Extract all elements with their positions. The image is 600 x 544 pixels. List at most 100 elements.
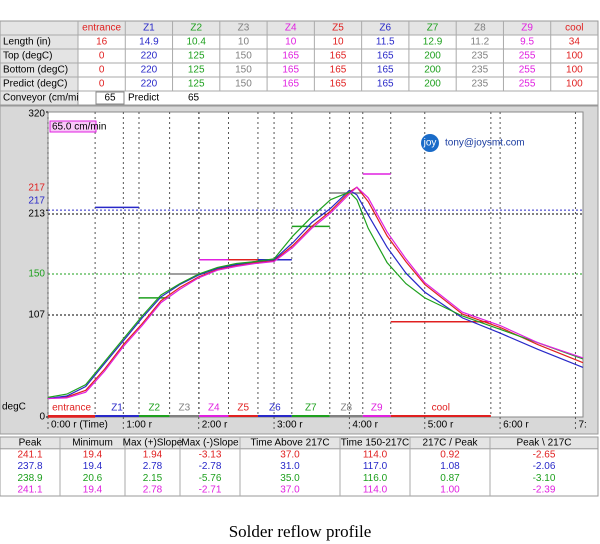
zone-cell: 34 (569, 37, 581, 48)
zone-cell: 125 (188, 51, 205, 62)
conveyor-value: 65 (104, 93, 116, 104)
stats-cell: 1.08 (440, 461, 460, 472)
zone-label: Z1 (111, 403, 123, 414)
x-tick-label: 1:00 r (126, 420, 152, 431)
conveyor-label: Conveyor (cm/mi (3, 93, 79, 104)
zone-header: Z6 (379, 23, 391, 34)
row-label: Bottom (degC) (3, 65, 68, 76)
zone-header: Z1 (143, 23, 155, 34)
zone-cell: 235 (471, 65, 488, 76)
row-label: Length (in) (3, 37, 51, 48)
zone-cell: 125 (188, 79, 205, 90)
zone-cell: 165 (377, 65, 394, 76)
zone-header: Z3 (238, 23, 250, 34)
stats-header: Time Above 217C (250, 438, 329, 449)
profile-curve (47, 191, 584, 398)
zone-label: cool (432, 403, 450, 414)
zone-cell: 150 (235, 79, 252, 90)
zone-header: Z2 (190, 23, 202, 34)
zone-cell: 100 (566, 65, 583, 76)
stats-cell: -2.39 (533, 485, 556, 496)
zone-cell: 14.9 (139, 37, 159, 48)
zone-cell: 12.9 (423, 37, 443, 48)
zone-header: Z4 (285, 23, 297, 34)
zone-cell: 10 (332, 37, 344, 48)
y-tick-label: 107 (28, 310, 45, 321)
zone-cell: 200 (424, 79, 441, 90)
zone-cell: 220 (141, 79, 158, 90)
stats-cell: 1.94 (143, 449, 163, 460)
zone-cell: 165 (282, 51, 299, 62)
stats-cell: -3.13 (199, 449, 222, 460)
zone-cell: 0 (99, 65, 105, 76)
zone-cell: 11.5 (376, 37, 395, 48)
zone-cell: 100 (566, 79, 583, 90)
zone-cell: 16 (96, 37, 108, 48)
zone-cell: 255 (519, 79, 536, 90)
zone-cell: 150 (235, 51, 252, 62)
speed-label: 65.0 cm/min (52, 122, 106, 133)
logo-text: joy (423, 138, 437, 149)
row-label: Top (degC) (3, 51, 52, 62)
zone-cell: 10.4 (186, 37, 206, 48)
predict-label: Predict (128, 93, 159, 104)
zone-cell: 165 (377, 51, 394, 62)
zone-cell: 10 (285, 37, 297, 48)
stats-header: 217C / Peak (422, 438, 478, 449)
profile-curve (47, 186, 584, 400)
conveyor-box (95, 91, 125, 105)
zone-cell: 255 (519, 65, 536, 76)
zone-label: Z6 (269, 403, 281, 414)
stats-cell: 116.0 (363, 473, 388, 484)
stats-cell: -2.65 (533, 449, 556, 460)
stats-header-bg (0, 436, 599, 450)
zone-cell: 235 (471, 51, 488, 62)
stats-header: Max (+)Slope (123, 438, 183, 449)
y-tick-label: 217 (28, 196, 45, 207)
zone-cell: 100 (566, 51, 583, 62)
zone-cell: 220 (141, 65, 158, 76)
zone-cell: 165 (330, 51, 347, 62)
zone-header: Z8 (474, 23, 486, 34)
stats-cell: 238.9 (17, 473, 42, 484)
zone-cell: 150 (235, 65, 252, 76)
zone-label: Z9 (371, 403, 383, 414)
stats-header: Time 150-217C (341, 438, 410, 449)
zone-label: entrance (52, 403, 91, 414)
zone-label: Z4 (208, 403, 220, 414)
zone-header: Z9 (521, 23, 533, 34)
stats-cell: 2.78 (143, 461, 163, 472)
x-tick-label: 3:00 r (277, 420, 303, 431)
x-tick-label: 2:00 r (202, 420, 228, 431)
stats-cell: 0.87 (440, 473, 460, 484)
zone-cell: 165 (282, 65, 299, 76)
stats-cell: 19.4 (83, 485, 103, 496)
stats-cell: 117.0 (363, 461, 388, 472)
zone-cell: 11.2 (470, 37, 489, 48)
zone-cell: 200 (424, 51, 441, 62)
stats-cell: -2.71 (199, 485, 222, 496)
stats-cell: 241.1 (17, 485, 42, 496)
zone-cell: 165 (377, 79, 394, 90)
stats-header: Peak \ 217C (516, 438, 571, 449)
plot-area (47, 111, 584, 418)
x-tick-label: 5:00 r (428, 420, 454, 431)
zone-cell: 165 (330, 65, 347, 76)
y-tick-label: 320 (28, 109, 45, 120)
y-tick-label: 213 (28, 209, 45, 220)
caption: Solder reflow profile (229, 522, 372, 541)
stats-cell: 19.4 (83, 461, 103, 472)
stats-cell: 2.15 (143, 473, 163, 484)
y-axis-label: degC (2, 402, 26, 413)
zone-cell: 220 (141, 51, 158, 62)
zone-cell: 165 (282, 79, 299, 90)
x-tick-label: 0:00 r (Time) (51, 420, 108, 431)
x-tick-label: 4:00 r (352, 420, 378, 431)
stats-cell: 19.4 (83, 449, 103, 460)
stats-cell: 2.78 (143, 485, 163, 496)
stats-cell: 31.0 (280, 461, 300, 472)
x-tick-label: 6:00 r (503, 420, 529, 431)
zone-header: Z5 (332, 23, 344, 34)
stats-cell: -5.76 (199, 473, 222, 484)
y-tick-label: 217 (28, 183, 45, 194)
